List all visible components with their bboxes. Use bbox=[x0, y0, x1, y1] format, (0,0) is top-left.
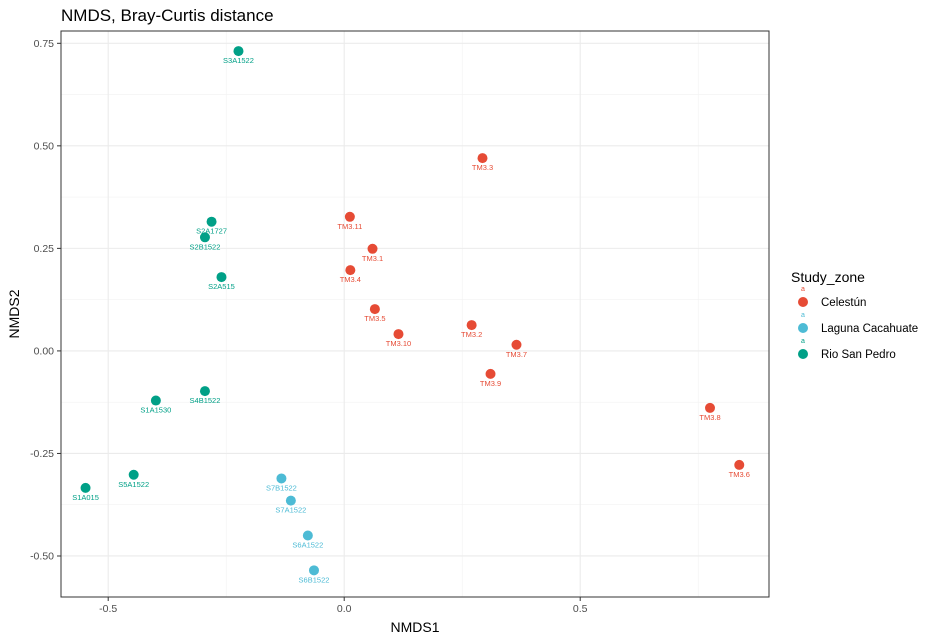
x-tick-label: -0.5 bbox=[99, 603, 117, 615]
x-axis-title: NMDS1 bbox=[390, 619, 439, 635]
data-point bbox=[705, 402, 715, 413]
data-point bbox=[345, 265, 356, 276]
data-points bbox=[80, 46, 745, 576]
point-label: TM3.4 bbox=[340, 275, 361, 284]
legend-label: Celestún bbox=[821, 297, 866, 309]
y-tick-label: -0.50 bbox=[30, 550, 54, 562]
point-label: S5A1522 bbox=[118, 480, 149, 489]
legend-key-point bbox=[798, 297, 808, 307]
point-label: TM3.1 bbox=[362, 254, 383, 263]
data-point bbox=[369, 304, 380, 315]
x-tick-label: 0.0 bbox=[337, 603, 352, 615]
point-label: S1A1530 bbox=[140, 406, 171, 415]
data-point bbox=[302, 530, 313, 541]
legend-items: a Celestún a Laguna Cacahuate a Rio San Pedro bbox=[798, 286, 918, 361]
data-point bbox=[128, 469, 139, 480]
point-labels: TM3.3 TM3.11 TM3.1 TM3.4 TM3.5 TM3.10 TM3.2 TM3… bbox=[72, 56, 750, 584]
point-label: TM3.6 bbox=[729, 470, 750, 479]
legend-title: Study_zone bbox=[791, 269, 865, 285]
data-point bbox=[150, 395, 161, 406]
y-axis-title: NMDS2 bbox=[6, 289, 22, 338]
y-tick-label: 0.00 bbox=[34, 345, 55, 357]
data-point bbox=[477, 153, 488, 164]
point-label: S1A015 bbox=[72, 493, 99, 502]
point-label: S2A1727 bbox=[196, 227, 227, 236]
point-label: TM3.2 bbox=[461, 330, 482, 339]
data-point bbox=[393, 329, 404, 340]
data-point bbox=[367, 243, 378, 254]
data-point bbox=[80, 482, 91, 493]
point-label: TM3.8 bbox=[699, 413, 720, 422]
data-point bbox=[206, 216, 217, 227]
point-label: S3A1522 bbox=[223, 56, 254, 65]
data-point bbox=[216, 272, 227, 283]
legend-key-point bbox=[798, 323, 808, 333]
point-label: S2A515 bbox=[208, 282, 235, 291]
chart-title: NMDS, Bray-Curtis distance bbox=[61, 6, 274, 25]
point-label: TM3.5 bbox=[364, 314, 385, 323]
y-tick-label: 0.50 bbox=[34, 140, 55, 152]
point-label: TM3.10 bbox=[386, 339, 411, 348]
legend-key-point bbox=[798, 349, 808, 359]
x-tick-label: 0.5 bbox=[573, 603, 588, 615]
data-point bbox=[344, 211, 355, 222]
point-label: TM3.9 bbox=[480, 379, 501, 388]
data-point bbox=[233, 46, 244, 57]
data-point bbox=[511, 339, 522, 350]
data-point bbox=[466, 320, 477, 331]
plot-panel: TM3.3 TM3.11 TM3.1 TM3.4 TM3.5 TM3.10 TM3.2 TM3… bbox=[60, 30, 770, 598]
y-tick-label: 0.75 bbox=[34, 38, 55, 50]
data-point bbox=[199, 386, 210, 397]
data-point bbox=[485, 368, 496, 379]
point-label: S7B1522 bbox=[266, 483, 297, 492]
point-label: S6A1522 bbox=[292, 540, 323, 549]
y-axis: -0.50 -0.25 0.00 0.25 0.50 0.75 bbox=[30, 38, 61, 562]
plot-panel-background bbox=[61, 31, 769, 597]
point-label: S6B1522 bbox=[299, 575, 330, 584]
y-tick-label: -0.25 bbox=[30, 448, 54, 460]
legend-key-letter: a bbox=[801, 286, 805, 293]
data-point bbox=[308, 565, 319, 576]
point-label: TM3.3 bbox=[472, 163, 493, 172]
point-label: TM3.7 bbox=[506, 350, 527, 359]
data-point bbox=[285, 495, 296, 506]
legend-label: Laguna Cacahuate bbox=[821, 323, 918, 335]
plot-panel-border bbox=[60, 30, 770, 598]
grid-lines bbox=[61, 31, 769, 597]
point-label: S4B1522 bbox=[190, 396, 221, 405]
data-point bbox=[199, 232, 210, 243]
point-label: S2B1522 bbox=[190, 242, 221, 251]
point-label: TM3.11 bbox=[337, 222, 362, 231]
data-point bbox=[276, 473, 287, 484]
y-tick-label: 0.25 bbox=[34, 243, 55, 255]
legend-label: Rio San Pedro bbox=[821, 349, 896, 361]
legend: Study_zone a Celestún a Laguna Cacahuate a Ri… bbox=[791, 269, 918, 361]
legend-key-letter: a bbox=[801, 312, 805, 319]
legend-key-letter: a bbox=[801, 338, 805, 345]
x-axis: -0.5 0.0 0.5 bbox=[99, 597, 588, 615]
data-point bbox=[734, 459, 745, 470]
point-label: S7A1522 bbox=[275, 506, 306, 515]
